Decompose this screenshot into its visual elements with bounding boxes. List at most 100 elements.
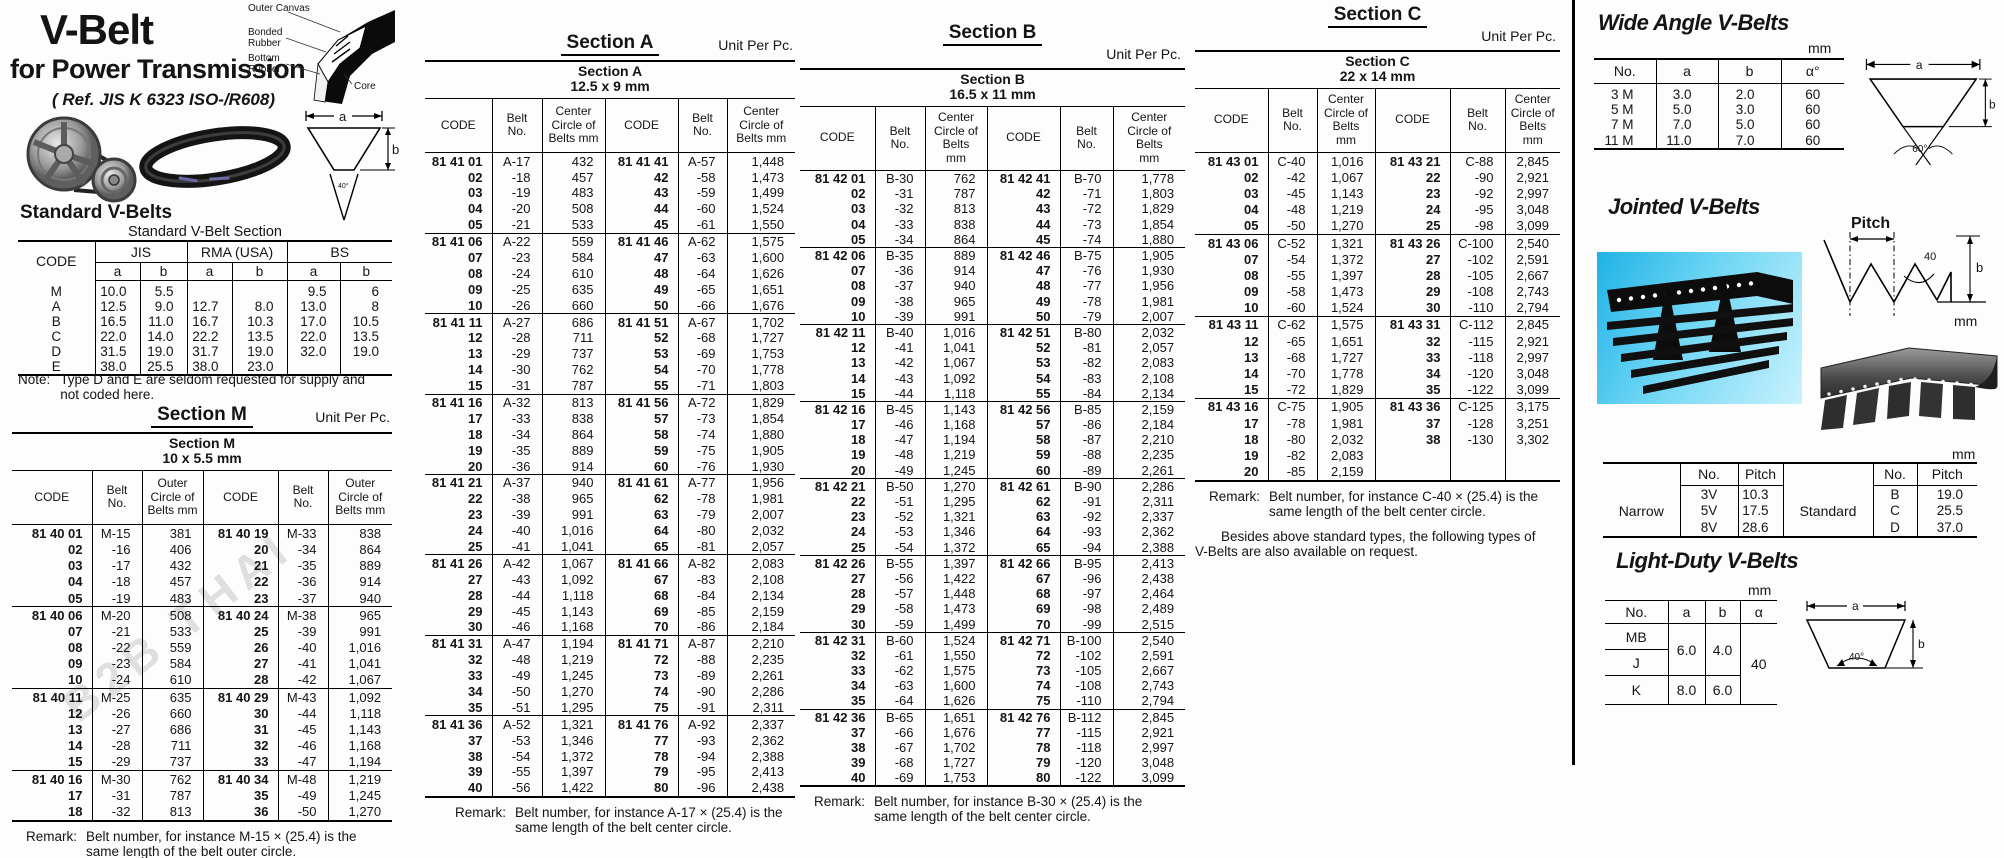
ld-col-header: α <box>1740 600 1777 624</box>
narrow-standard-table: No. Pitch No. Pitch Narrow 3V 10.3 Stand… <box>1603 462 1977 538</box>
table-row: 08 -24 610 48 -64 1,626 <box>425 265 795 282</box>
pulley-photo <box>26 116 137 203</box>
table-row: 13 -27 686 31 -45 1,143 <box>12 721 392 738</box>
ld-col-header: No. <box>1605 600 1669 624</box>
table-row: 29 -45 1,143 69 -85 2,159 <box>425 603 795 619</box>
table-row: 81 41 31 A-47 1,194 81 41 71 A-87 2,210 <box>425 634 796 652</box>
table-row: 12 -41 1,041 52 -81 2,057 <box>800 340 1185 356</box>
table-row: 03 -17 432 21 -35 889 <box>12 557 392 574</box>
standard-label: Standard <box>1783 485 1874 537</box>
table-row: 07 -21 533 25 -39 991 <box>12 623 392 640</box>
table-row: 81 42 36 B-65 1,651 81 42 76 B-112 2,845 <box>800 708 1186 725</box>
table-row: 22 -51 1,295 62 -91 2,311 <box>800 493 1185 510</box>
pitch-label: Pitch <box>1851 215 1890 232</box>
section-c-availability-note: Besides above standard types, the follow… <box>1195 528 1536 559</box>
std-subcol: b <box>140 262 188 281</box>
table-row: 18 -32 813 36 -50 1,270 <box>12 803 392 821</box>
table-row: 02 -31 787 42 -71 1,803 <box>800 186 1185 202</box>
jointed-belt-art <box>1607 272 1793 394</box>
table-row: C 22.0 14.0 22.2 13.5 22.0 13.5 <box>18 329 392 344</box>
standard-vbelts-heading: Standard V-Belts <box>20 202 173 223</box>
table-row: 20 -36 914 60 -76 1,930 <box>425 458 795 475</box>
table-row: 03 -32 813 43 -72 1,829 <box>800 201 1185 217</box>
vbelt-photo <box>139 126 291 188</box>
section-c-heading: Section C <box>1327 4 1428 28</box>
ns-col-header: No. <box>1873 463 1918 486</box>
table-row: 15 -44 1,118 55 -84 2,134 <box>800 385 1185 402</box>
section-m-table-mount: Section M 10 x 5.5 mm CODE Belt No. Outer Ci… <box>12 431 393 822</box>
table-row: 28 -44 1,118 68 -84 2,134 <box>425 587 795 604</box>
table-row: 08 -55 1,397 28 -105 2,667 <box>1195 267 1560 284</box>
section-c-table: Section C 22 x 14 mm CODE Belt No. Center Ci… <box>1195 49 1561 482</box>
belt-cutaway-icon <box>285 10 395 104</box>
section-a-table: Section A 12.5 x 9 mm CODE Belt No. Center C… <box>425 59 796 798</box>
wa-dim-a: a <box>1916 58 1923 72</box>
ld-dim-angle: 40° <box>1849 652 1864 663</box>
table-row: E 38.0 25.5 38.0 23.0 <box>18 359 392 375</box>
table-row: 81 40 06 M-20 508 81 40 24 M-38 965 <box>12 606 393 624</box>
table-row: 11 M 11.0 7.0 60 <box>1594 132 1844 149</box>
table-title-row: Section A 12.5 x 9 mm <box>425 59 796 99</box>
std-group-rma: RMA (USA) <box>187 241 288 263</box>
table-row: 20 -49 1,245 60 -89 2,261 <box>800 462 1185 479</box>
table-row: 39 -55 1,397 79 -95 2,413 <box>425 764 795 780</box>
table-row: 19 -35 889 59 -75 1,905 <box>425 442 795 459</box>
cutaway-label-bottom-rubber: Bottom Rubber <box>248 53 281 75</box>
table-row: 05 -50 1,270 25 -98 3,099 <box>1195 217 1560 235</box>
table-row: 18 -47 1,194 58 -87 2,210 <box>800 432 1185 448</box>
table-row: D 31.5 19.0 31.7 19.0 32.0 19.0 <box>18 344 392 359</box>
light-duty-table: No. a b α MB 6.0 4.0 40 J K 8.0 6.0 <box>1605 600 1777 705</box>
pitch-dim-b: b <box>1976 260 1983 275</box>
table-row: 81 41 36 A-52 1,321 81 41 76 A-92 2,337 <box>425 715 796 733</box>
std-subcol: a <box>95 262 141 281</box>
light-duty-heading: Light-Duty V-Belts <box>1616 548 1799 573</box>
table-row: 27 -56 1,422 67 -96 2,438 <box>800 570 1185 587</box>
ns-col-header: No. <box>1680 463 1739 486</box>
standard-table-title: Standard V-Belt Section <box>128 224 282 240</box>
reference-note: ( Ref. JIS K 6323 ISO-/R608) <box>52 90 275 109</box>
table-row: 40 -56 1,422 80 -96 2,438 <box>425 779 795 797</box>
table-title-row: Section C 22 x 14 mm <box>1195 49 1561 89</box>
table-row: 08 -22 559 26 -40 1,016 <box>12 639 392 656</box>
table-row: 03 -45 1,143 23 -92 2,997 <box>1195 185 1560 202</box>
table-row: 81 42 31 B-60 1,524 81 42 71 B-100 2,540 <box>800 631 1186 648</box>
table-row: 13 -42 1,067 53 -82 2,083 <box>800 355 1185 371</box>
table-header-row: CODE Belt No. Center Circle of Belts mm COD… <box>800 106 1186 171</box>
table-row: 07 -23 584 47 -63 1,600 <box>425 249 795 266</box>
section-b-table: Section B 16.5 x 11 mm CODE Belt No. Center … <box>800 67 1186 788</box>
section-m-heading: Section M <box>151 404 253 428</box>
table-row: 04 -18 457 22 -36 914 <box>12 573 392 590</box>
table-row: B 16.5 11.0 16.7 10.3 17.0 10.5 <box>18 314 392 329</box>
table-header-row: CODE Belt No. Center Circle of Belts mm COD… <box>1195 88 1561 153</box>
table-row: 81 40 01 M-15 381 81 40 19 M-33 838 <box>12 524 392 542</box>
table-row: 12 -26 660 30 -44 1,118 <box>12 705 392 722</box>
table-row: 09 -23 584 27 -41 1,041 <box>12 655 392 672</box>
dim-a-label: a <box>339 109 347 124</box>
table-row: 10 -24 610 28 -42 1,067 <box>12 671 392 689</box>
std-group-bs: BS <box>287 241 392 263</box>
std-code-header: CODE <box>18 241 96 281</box>
table-row: 04 -48 1,219 24 -95 3,048 <box>1195 201 1560 218</box>
table-row: 5V 17.5 C 25.5 <box>1603 502 1977 519</box>
section-a-remark: Remark: Belt number, for instance A-17 ×… <box>455 804 783 835</box>
table-row: 81 40 11 M-25 635 81 40 29 M-43 1,092 <box>12 688 393 706</box>
table-row: 08 -37 940 48 -77 1,956 <box>800 278 1185 294</box>
table-row: 39 -68 1,727 79 -120 3,048 <box>800 755 1185 771</box>
table-row: 04 -33 838 44 -73 1,854 <box>800 216 1185 232</box>
section-a-unit: Unit Per Pc. <box>718 37 793 53</box>
table-header-row: CODE Belt No. Center Circle of Belts mm COD… <box>425 98 796 154</box>
standard-table-note: Note: Type D and E are seldom requested … <box>18 372 365 402</box>
light-duty-diagram: a 40° b <box>1805 599 1925 669</box>
table-row: M 10.0 5.5 9.5 6 <box>18 280 392 299</box>
table-row: 29 -58 1,473 69 -98 2,489 <box>800 601 1185 617</box>
dim-b-label: b <box>392 142 399 157</box>
table-row: 15 -29 737 33 -47 1,194 <box>12 753 392 771</box>
table-row: 18 -80 2,032 38 -130 3,302 <box>1195 431 1560 448</box>
table-row: 33 -62 1,575 73 -105 2,667 <box>800 662 1185 679</box>
table-title-row: Section M 10 x 5.5 mm <box>12 431 393 471</box>
table-row: 81 43 11 C-62 1,575 81 43 31 C-112 2,845 <box>1195 315 1561 334</box>
section-a-table-mount: Section A 12.5 x 9 mm CODE Belt No. Center C… <box>425 59 796 798</box>
section-b-remark: Remark: Belt number, for instance B-30 ×… <box>814 794 1143 825</box>
table-row: 81 42 01 B-30 762 81 42 41 B-70 1,778 <box>800 170 1185 187</box>
